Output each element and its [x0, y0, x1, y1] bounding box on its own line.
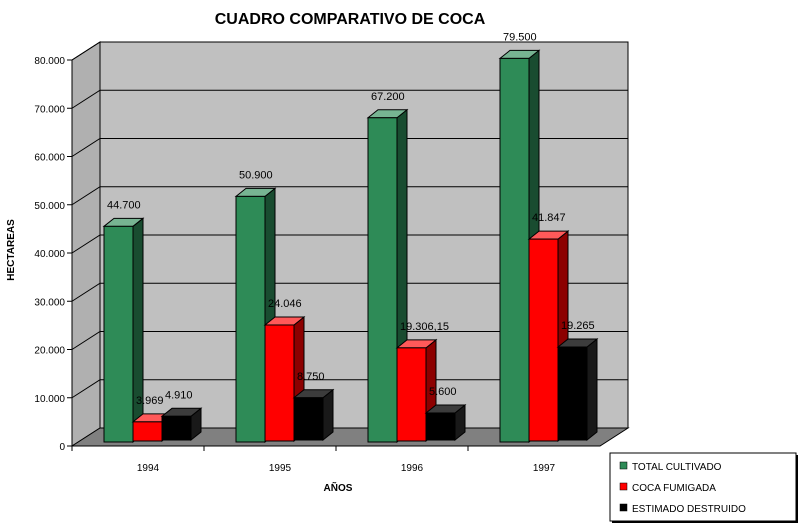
- plot-floor: [70, 427, 630, 447]
- data-label: 5.600: [429, 386, 457, 398]
- data-label: 3.969: [136, 395, 164, 407]
- data-label: 44.700: [107, 199, 141, 211]
- bar: [367, 117, 398, 443]
- data-label: 67.200: [371, 91, 405, 103]
- gridline: [71, 186, 628, 206]
- y-tick-label: 70.000: [34, 104, 65, 115]
- y-tick-label: 80.000: [34, 56, 65, 67]
- bar: [499, 57, 530, 443]
- legend-swatch: [619, 461, 628, 470]
- bar-side: [132, 217, 144, 444]
- bar: [161, 415, 192, 441]
- bar: [264, 324, 295, 442]
- y-tick-label: 20.000: [34, 346, 65, 357]
- y-axis-label: HECTAREAS: [6, 219, 17, 281]
- bar: [396, 347, 427, 442]
- legend-swatch: [619, 503, 628, 512]
- bar: [425, 412, 456, 441]
- x-tick-label: 1995: [269, 463, 292, 474]
- bar-side: [586, 338, 598, 442]
- bar: [557, 346, 588, 441]
- data-label: 50.900: [239, 169, 273, 181]
- data-label: 24.046: [268, 298, 302, 310]
- y-tick-label: 10.000: [34, 394, 65, 405]
- data-label: 41.847: [532, 212, 566, 224]
- gridline: [71, 234, 628, 254]
- gridline: [71, 89, 628, 109]
- bar: [103, 225, 134, 443]
- legend-box: [609, 452, 797, 522]
- y-tick-label: 50.000: [34, 201, 65, 212]
- gridline: [71, 331, 628, 350]
- chart-title: CUADRO COMPARATIVO DE COCA: [215, 11, 486, 28]
- x-tick-label: 1994: [137, 463, 160, 474]
- data-label: 8.750: [297, 371, 325, 383]
- gridline: [71, 379, 628, 399]
- legend-label: TOTAL CULTIVADO: [632, 462, 722, 473]
- gridline: [71, 138, 628, 157]
- bar: [235, 195, 266, 443]
- y-tick-label: 30.000: [34, 297, 65, 308]
- legend: TOTAL CULTIVADO COCA FUMIGADA ESTIMADO DES…: [609, 452, 798, 523]
- plot-area: 0 10.000 20.000 30.000 40.000 50.000 60.000 70.…: [34, 31, 630, 474]
- data-label: 19.265: [561, 320, 595, 332]
- legend-swatch: [619, 482, 628, 491]
- bar: [528, 238, 559, 442]
- x-tick-label: 1997: [533, 463, 556, 474]
- gridline: [71, 282, 628, 302]
- y-tick-label: 60.000: [34, 153, 65, 164]
- x-tick-label: 1996: [401, 463, 424, 474]
- x-axis-label: AÑOS: [324, 481, 353, 494]
- data-label: 79.500: [503, 31, 537, 43]
- data-label: 4.910: [165, 389, 193, 401]
- legend-label: COCA FUMIGADA: [632, 483, 716, 494]
- bar-side: [322, 388, 334, 442]
- data-label: 19.306,15: [400, 321, 449, 333]
- y-tick-label: 40.000: [34, 249, 65, 260]
- legend-label: ESTIMADO DESTRUIDO: [632, 504, 746, 515]
- bar: [293, 397, 324, 441]
- gridline: [71, 41, 628, 61]
- bar: [132, 421, 163, 442]
- y-tick-label: 0: [59, 442, 65, 453]
